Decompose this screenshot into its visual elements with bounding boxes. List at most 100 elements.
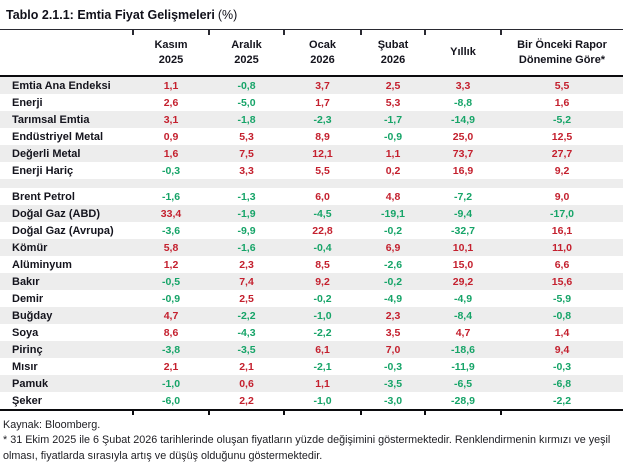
value-cell: 3,3 [239, 164, 254, 177]
table-row: Mısır 2,1 2,1 -2,1 -0,3 -11,9 -0,3 [0, 358, 623, 375]
header-yillik: Yıllık [425, 30, 501, 77]
value-cell: -0,2 [313, 292, 332, 305]
value-cell: 10,1 [452, 241, 474, 254]
value-cell: 4,8 [385, 190, 401, 203]
value-cell: 22,8 [312, 224, 333, 237]
source-note: Kaynak: Bloomberg. [3, 419, 101, 431]
table-row: Enerji 2,6 -5,0 1,7 5,3 -8,8 1,6 [0, 94, 623, 111]
value-cell: -4,3 [237, 326, 256, 339]
header-line1: Bir Önceki Rapor [517, 39, 607, 52]
header-aralik-2025: Aralık 2025 [209, 30, 284, 77]
value-cell: -28,9 [451, 394, 475, 407]
row-label: Brent Petrol [12, 190, 75, 203]
value-cell: -1,7 [383, 113, 403, 126]
table-row: Buğday 4,7 -2,2 -1,0 2,3 -8,4 -0,8 [0, 307, 623, 324]
row-label: Değerli Metal [12, 147, 81, 160]
column-tick [500, 30, 502, 35]
header-year: 2025 [234, 53, 259, 66]
value-cell: 2,5 [239, 292, 254, 305]
value-cell: 1,6 [163, 147, 179, 160]
value-cell: -0,2 [383, 224, 403, 237]
table-row: Şeker -6,0 2,2 -1,0 -3,0 -28,9 -2,2 [0, 392, 623, 409]
value-cell: -4,9 [383, 292, 403, 305]
column-tick [500, 411, 502, 415]
value-cell: 12,1 [312, 147, 333, 160]
row-label: Şeker [12, 394, 42, 407]
value-cell: -1,0 [313, 309, 332, 322]
row-label: Kömür [12, 241, 48, 254]
row-label: Pamuk [12, 377, 49, 390]
value-cell: 73,7 [452, 147, 474, 160]
value-cell: 1,2 [163, 258, 179, 271]
value-cell: -3,8 [161, 343, 181, 356]
value-cell: 5,8 [163, 241, 179, 254]
header-month: Ocak [309, 39, 336, 52]
footnote: * 31 Ekim 2025 ile 6 Şubat 2026 tarihler… [3, 434, 611, 462]
value-cell: -1,6 [237, 241, 256, 254]
value-cell: -9,9 [237, 224, 256, 237]
value-cell: 2,6 [163, 96, 179, 109]
value-cell: 3,1 [163, 113, 179, 126]
value-cell: -0,9 [383, 130, 403, 143]
value-cell: -2,2 [237, 309, 256, 322]
table-row: Brent Petrol -1,6 -1,3 6,0 4,8 -7,2 9,0 [0, 188, 623, 205]
column-tick [132, 30, 134, 35]
value-cell: -5,0 [237, 96, 256, 109]
value-cell: -4,5 [313, 207, 332, 220]
value-cell: -5,2 [552, 113, 572, 126]
value-cell: 5,5 [554, 79, 570, 92]
value-cell: -2,6 [383, 258, 403, 271]
column-tick [360, 30, 362, 35]
value-cell: 6,1 [315, 343, 330, 356]
row-label: Enerji Hariç [12, 164, 74, 177]
value-cell: 3,3 [455, 79, 471, 92]
table-title-unit: (%) [217, 8, 238, 22]
value-cell: -3,0 [383, 394, 403, 407]
value-cell: 15,0 [452, 258, 474, 271]
value-cell: 6,0 [315, 190, 330, 203]
value-cell: -0,9 [161, 292, 181, 305]
header-onceki-rapor: Bir Önceki Rapor Dönemine Göre* [501, 30, 623, 77]
row-label: Mısır [12, 360, 38, 373]
row-label: Soya [12, 326, 39, 339]
table-title-text: Tablo 2.1.1: Emtia Fiyat Gelişmeleri [6, 8, 215, 22]
row-label: Pirinç [12, 343, 43, 356]
value-cell: -6,8 [552, 377, 572, 390]
value-cell: 6,9 [385, 241, 401, 254]
table-body: Emtia Ana Endeksi 1,1 -0,8 3,7 2,5 3,3 5,5 Ener… [0, 76, 623, 409]
table-row: Pamuk -1,0 0,6 1,1 -3,5 -6,5 -6,8 [0, 375, 623, 392]
row-label: Buğday [12, 309, 53, 322]
value-cell: 1,4 [554, 326, 570, 339]
table-row: Değerli Metal 1,6 7,5 12,1 1,1 73,7 27,7 [0, 145, 623, 162]
value-cell: 7,0 [385, 343, 401, 356]
column-tick [283, 30, 285, 35]
header-row: Kasım 2025 Aralık 2025 Ocak 2026 Şubat 2… [0, 30, 623, 77]
value-cell: 4,7 [455, 326, 471, 339]
value-cell: 15,6 [551, 275, 573, 288]
value-cell: -8,8 [453, 96, 473, 109]
value-cell: 7,4 [239, 275, 254, 288]
row-label: Doğal Gaz (ABD) [12, 207, 100, 220]
table-row: Demir -0,9 2,5 -0,2 -4,9 -4,9 -5,9 [0, 290, 623, 307]
value-cell: 0,6 [239, 377, 254, 390]
value-cell: -18,6 [451, 343, 475, 356]
column-tick [424, 30, 426, 35]
value-cell: -1,8 [237, 113, 256, 126]
table-top-rule [0, 29, 623, 35]
table-row: Tarımsal Emtia 3,1 -1,8 -2,3 -1,7 -14,9 -5,2 [0, 111, 623, 128]
value-cell: 8,6 [163, 326, 179, 339]
header-subat-2026: Şubat 2026 [361, 30, 425, 77]
value-cell: -1,6 [161, 190, 181, 203]
header-row-label-spacer [0, 30, 133, 77]
value-cell: -2,3 [313, 113, 332, 126]
value-cell: 3,5 [385, 326, 401, 339]
table-row: Soya 8,6 -4,3 -2,2 3,5 4,7 1,4 [0, 324, 623, 341]
value-cell: -8,4 [453, 309, 473, 322]
value-cell: 5,3 [239, 130, 254, 143]
value-cell: 5,3 [385, 96, 401, 109]
value-cell: 7,5 [239, 147, 254, 160]
column-tick [283, 411, 285, 415]
value-cell: -0,8 [237, 79, 256, 92]
group-spacer-row [0, 179, 623, 188]
